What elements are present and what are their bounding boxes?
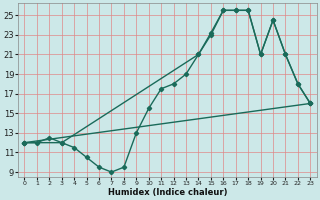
X-axis label: Humidex (Indice chaleur): Humidex (Indice chaleur) [108,188,227,197]
